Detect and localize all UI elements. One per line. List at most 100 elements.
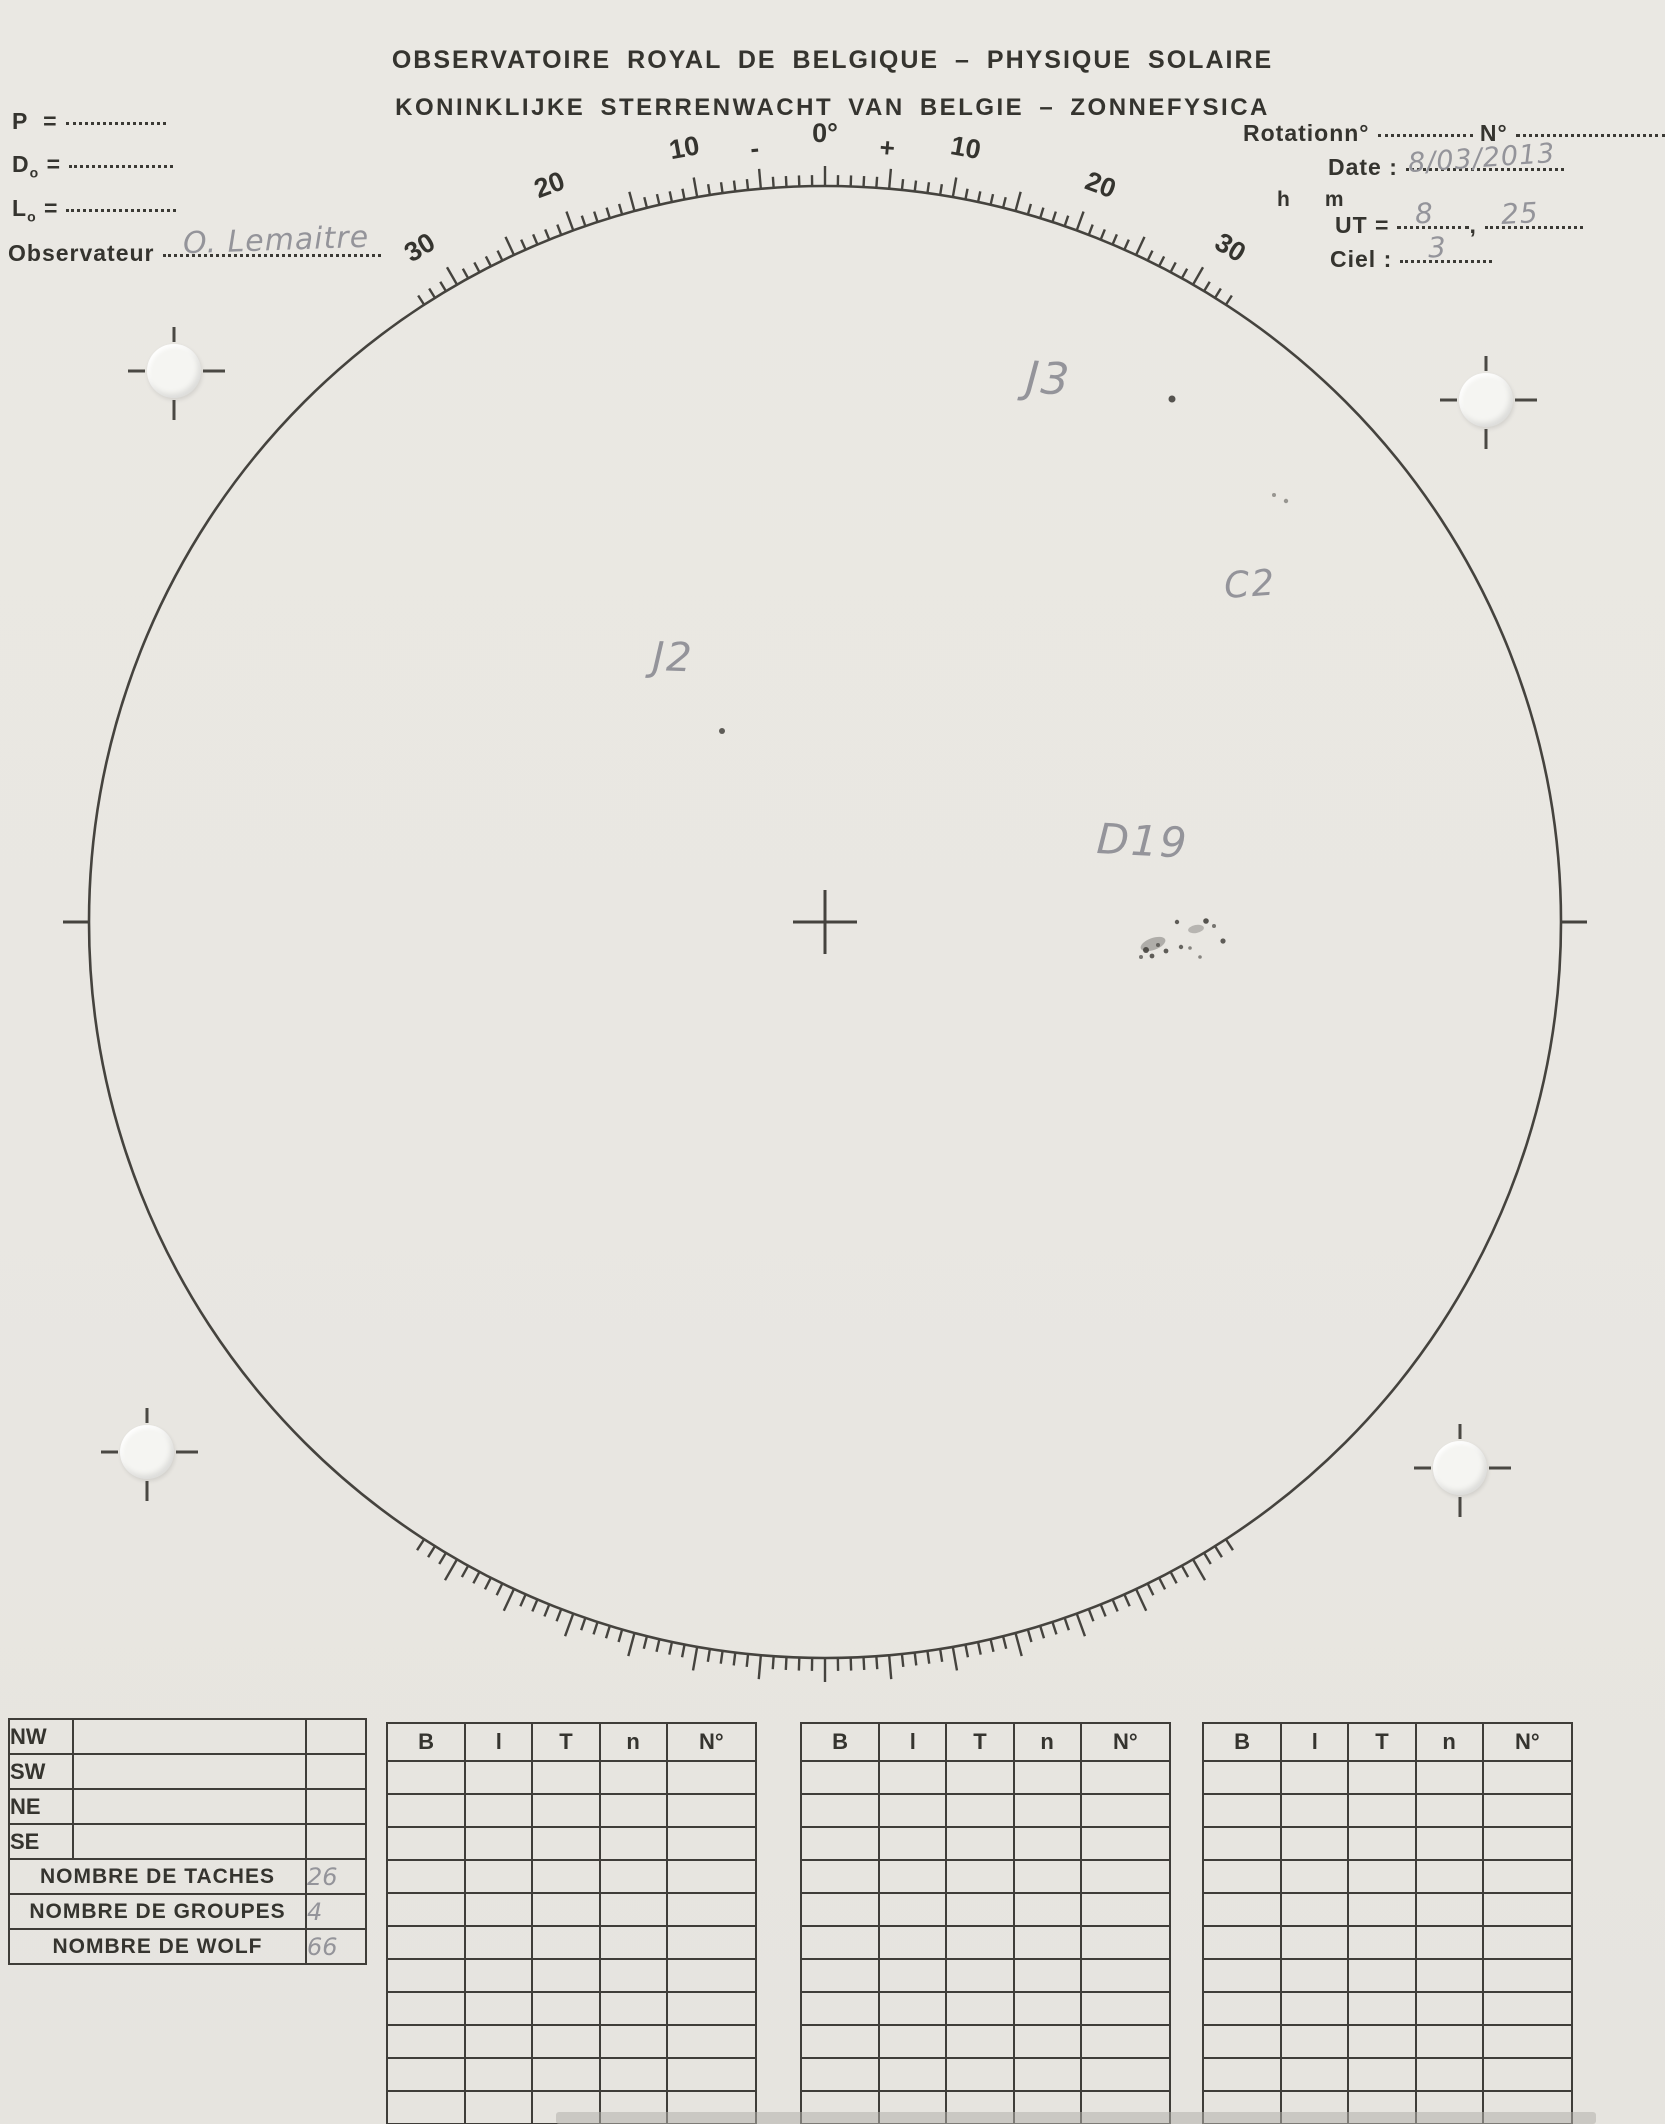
disk-scale-tick — [1214, 287, 1222, 299]
group-table-empty-cell — [945, 1892, 1015, 1927]
disk-scale-tick — [532, 233, 539, 245]
group-table-empty-cell — [1201, 2057, 1283, 2092]
group-table-empty-cell — [878, 1859, 948, 1894]
group-table-empty-cell — [1481, 1793, 1574, 1828]
sunspot-group-label: J2 — [645, 634, 695, 682]
column-header: T — [945, 1722, 1015, 1762]
sunspot-dot — [1203, 918, 1209, 924]
ciel-label: Ciel : — [1330, 246, 1393, 272]
disk-scale-tick — [438, 1552, 447, 1565]
group-table-empty-cell — [598, 1760, 668, 1795]
hour-unit-label: h — [1277, 188, 1291, 211]
group-table-empty-cell — [799, 2057, 881, 2092]
group-table-empty-cell — [799, 2024, 881, 2059]
group-table-empty-cell — [799, 1958, 881, 1993]
group-table-empty-cell — [799, 1826, 881, 1861]
group-table-empty-cell — [1201, 1892, 1283, 1927]
group-table-empty-cell — [531, 2024, 601, 2059]
group-table-empty-cell — [464, 1892, 534, 1927]
column-header: N° — [1481, 1722, 1574, 1762]
disk-scale-tick — [1039, 207, 1045, 219]
disk-scale-tick — [1158, 255, 1166, 267]
ut-minutes-handwritten: 25 — [1500, 196, 1540, 231]
group-table-empty-cell — [1347, 2024, 1417, 2059]
punch-crosshair-tick — [1440, 398, 1457, 402]
group-table-empty-cell — [799, 1925, 881, 1960]
group-table-empty-row — [1201, 1958, 1574, 1993]
disk-scale-tick — [473, 261, 481, 273]
sunspot-dot — [1174, 919, 1180, 925]
disk-scale-tick — [592, 1621, 599, 1635]
disk-scale-tick — [1026, 203, 1033, 215]
group-table-empty-cell — [598, 1991, 668, 2026]
column-header: N° — [1079, 1722, 1172, 1762]
group-table-empty-cell — [1347, 1991, 1417, 2026]
sunspot-dot — [1168, 395, 1176, 403]
group-table-empty-row — [799, 2024, 1172, 2059]
disk-scale-tick — [691, 1646, 699, 1671]
quadrant-label: SW — [8, 1753, 74, 1790]
group-table-empty-cell — [665, 1892, 758, 1927]
disk-scale-tick — [757, 168, 763, 189]
quadrant-summary-table: NW SW NE SE NOMBRE DE TACHES 26 NOMBRE D… — [8, 1718, 367, 1965]
group-table-empty-cell — [531, 1958, 601, 1993]
disk-scale-tick — [1191, 266, 1205, 286]
group-table-empty-cell — [1012, 2024, 1082, 2059]
group-table-empty-cell — [1280, 1793, 1350, 1828]
disk-scale-tick — [1146, 1582, 1155, 1596]
table-header-row: B l T n N° — [1201, 1722, 1574, 1762]
disk-scale-tick — [951, 1646, 959, 1671]
punch-crosshair-tick — [1515, 398, 1537, 402]
disk-scale-label: 30 — [399, 227, 440, 268]
dotted-line — [66, 206, 177, 212]
disk-scale-label: + — [879, 132, 897, 163]
dotted-line: 3 — [1400, 231, 1493, 264]
column-header: n — [1414, 1722, 1484, 1762]
disk-scale-tick — [1099, 228, 1106, 241]
column-header: n — [1012, 1722, 1082, 1762]
minute-unit-label: m — [1324, 188, 1345, 211]
group-table-empty-cell — [598, 2024, 668, 2059]
group-table-empty-cell — [385, 1925, 467, 1960]
group-table-empty-cell — [1347, 1892, 1417, 1927]
group-table-empty-row — [799, 1826, 1172, 1861]
ciel-handwritten-value: 3 — [1427, 230, 1448, 265]
group-table-empty-row — [1201, 1793, 1574, 1828]
empty-cell — [72, 1823, 307, 1860]
group-table-empty-cell — [1280, 1859, 1350, 1894]
disk-scale-tick — [1099, 1603, 1107, 1617]
punch-hole-top-left — [128, 327, 225, 420]
disk-scale-tick — [565, 211, 575, 231]
disk-scale-tick — [555, 1608, 563, 1622]
group-table-empty-row — [799, 1892, 1172, 1927]
group-table-empty-cell — [598, 1925, 668, 1960]
ut-hours-handwritten: 8 — [1414, 196, 1436, 231]
group-table-empty-row — [385, 2024, 758, 2059]
column-header: T — [1347, 1722, 1417, 1762]
empty-cell — [305, 1788, 367, 1825]
disk-scale-tick — [784, 175, 788, 188]
group-table-empty-cell — [945, 2057, 1015, 2092]
disk-scale-tick — [1075, 211, 1085, 231]
disk-scale-tick — [642, 1635, 649, 1650]
field-l0: Lo = — [12, 195, 177, 225]
disk-scale-tick — [706, 184, 712, 196]
column-header: l — [464, 1722, 534, 1762]
group-table-empty-cell — [1347, 1925, 1417, 1960]
group-table-empty-row — [385, 1826, 758, 1861]
group-table-empty-cell — [385, 1826, 467, 1861]
group-table-empty-cell — [1481, 1826, 1574, 1861]
disk-scale-tick — [593, 211, 599, 223]
group-table-empty-cell — [531, 1826, 601, 1861]
disk-scale-tick — [862, 1656, 866, 1671]
group-table-empty-cell — [878, 1760, 948, 1795]
group-table-empty-cell — [1012, 1859, 1082, 1894]
group-table-empty-cell — [598, 2057, 668, 2092]
group-table-empty-row — [799, 1859, 1172, 1894]
empty-cell — [72, 1718, 307, 1755]
disk-scale-tick — [417, 294, 426, 306]
group-table-empty-cell — [1280, 1760, 1350, 1795]
group-table-empty-cell — [1012, 2057, 1082, 2092]
disk-scale-tick — [771, 176, 775, 188]
group-table-empty-cell — [464, 1760, 534, 1795]
